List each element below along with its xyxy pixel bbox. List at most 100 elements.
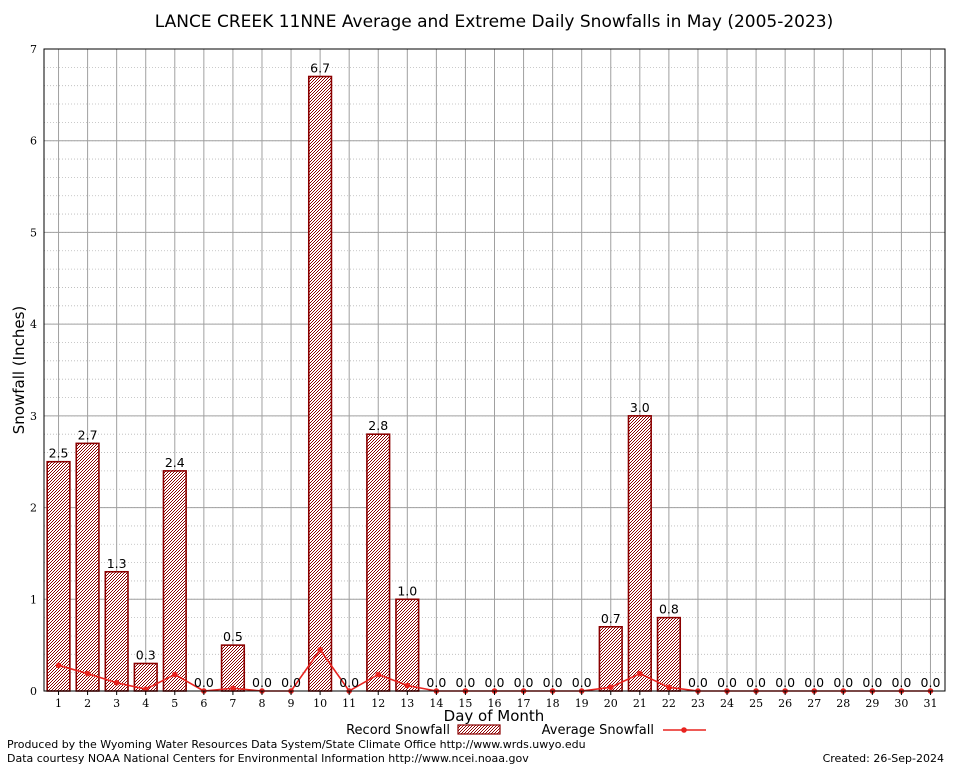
- x-tick-30: 30: [894, 697, 908, 710]
- y-tick-5: 5: [30, 226, 37, 239]
- y-tick-2: 2: [30, 502, 37, 515]
- data-label-day-6: 0.0: [194, 675, 214, 690]
- average-point-day-5: [171, 671, 178, 678]
- x-tick-3: 3: [113, 697, 120, 710]
- data-label-day-21: 3.0: [630, 400, 650, 415]
- x-tick-28: 28: [836, 697, 850, 710]
- bar-day-10: [307, 75, 333, 692]
- data-label-day-25: 0.0: [746, 675, 766, 690]
- x-tick-19: 19: [575, 697, 589, 710]
- footer-producer: Produced by the Wyoming Water Resources …: [7, 738, 586, 751]
- bar-day-2: [75, 442, 100, 692]
- bar-day-22: [656, 616, 682, 692]
- data-label-day-19: 0.0: [572, 675, 592, 690]
- average-point-day-2: [84, 670, 91, 677]
- data-label-day-13: 1.0: [397, 583, 417, 598]
- x-tick-26: 26: [778, 697, 792, 710]
- data-label-day-20: 0.7: [601, 611, 621, 626]
- x-tick-6: 6: [200, 697, 207, 710]
- chart-title: LANCE CREEK 11NNE Average and Extreme Da…: [155, 12, 834, 32]
- x-tick-13: 13: [400, 697, 414, 710]
- grid-lines: [44, 48, 945, 692]
- x-tick-labels: 1 2 3 4 5 6 7 8 9 10 11 12 13 14 15 16 17 18 19 20 21 22 23 24 2…: [55, 691, 937, 710]
- data-label-day-17: 0.0: [514, 675, 534, 690]
- footer-data-source: Data courtesy NOAA National Centers for …: [7, 752, 529, 765]
- x-tick-11: 11: [342, 697, 356, 710]
- x-axis-label: Day of Month: [444, 707, 545, 725]
- x-tick-29: 29: [865, 697, 879, 710]
- x-tick-4: 4: [142, 697, 149, 710]
- x-tick-12: 12: [371, 697, 385, 710]
- x-tick-22: 22: [662, 697, 676, 710]
- y-tick-labels: 0 1 2 3 4 5 6 7: [30, 43, 37, 698]
- x-tick-5: 5: [171, 697, 178, 710]
- average-point-day-22: [666, 684, 672, 691]
- data-label-day-23: 0.0: [688, 675, 708, 690]
- data-label-day-18: 0.0: [543, 675, 563, 690]
- data-label-day-24: 0.0: [717, 675, 737, 690]
- data-label-day-3: 1.3: [107, 556, 127, 571]
- bar-day-3: [104, 570, 129, 692]
- x-tick-21: 21: [633, 697, 647, 710]
- bar-day-13: [395, 598, 420, 692]
- data-label-day-8: 0.0: [252, 675, 272, 690]
- data-label-day-9: 0.0: [281, 675, 301, 690]
- data-label-day-30: 0.0: [891, 675, 911, 690]
- data-label-day-12: 2.8: [368, 418, 388, 433]
- x-tick-16: 16: [488, 697, 502, 710]
- average-point-day-7: [230, 685, 236, 692]
- data-label-day-5: 2.4: [165, 455, 185, 470]
- data-labels: 2.5 2.7 1.3 0.3 2.4 0.0 0.5 0.0 0.0 6.7 0.0 2.8 1.0 0…: [49, 61, 941, 690]
- data-label-day-10: 6.7: [310, 61, 330, 76]
- x-tick-24: 24: [720, 697, 734, 710]
- data-label-day-26: 0.0: [775, 675, 795, 690]
- average-point-day-20: [607, 684, 614, 691]
- data-label-day-22: 0.8: [659, 602, 679, 617]
- bar-day-12: [366, 433, 391, 692]
- data-label-day-2: 2.7: [78, 427, 98, 442]
- record-bars: [46, 75, 682, 692]
- bar-day-5: [162, 470, 187, 692]
- x-tick-17: 17: [517, 697, 531, 710]
- average-point-day-12: [375, 671, 382, 678]
- y-axis-label: Snowfall (Inches): [10, 306, 28, 434]
- bar-day-1: [46, 460, 71, 692]
- data-label-day-11: 0.0: [339, 675, 359, 690]
- x-tick-31: 31: [923, 697, 937, 710]
- y-tick-1: 1: [30, 593, 37, 606]
- x-tick-9: 9: [288, 697, 295, 710]
- y-tick-6: 6: [30, 135, 37, 148]
- x-tick-10: 10: [313, 697, 327, 710]
- data-label-day-4: 0.3: [136, 647, 156, 662]
- footer-created: Created: 26-Sep-2024: [823, 752, 944, 765]
- x-tick-1: 1: [55, 697, 62, 710]
- legend-average-label: Average Snowfall: [542, 723, 654, 738]
- data-label-day-16: 0.0: [485, 675, 505, 690]
- plot-frame: [43, 48, 946, 692]
- y-tick-0: 0: [30, 685, 37, 698]
- x-tick-14: 14: [429, 697, 443, 710]
- bar-day-21: [627, 415, 652, 692]
- x-tick-2: 2: [84, 697, 91, 710]
- bar-day-7: [220, 644, 246, 692]
- data-label-day-1: 2.5: [49, 446, 69, 461]
- x-tick-7: 7: [229, 697, 236, 710]
- legend: Record Snowfall Average Snowfall: [346, 723, 706, 738]
- y-tick-4: 4: [30, 318, 37, 331]
- average-point-day-21: [637, 670, 643, 677]
- x-tick-25: 25: [749, 697, 763, 710]
- data-label-day-15: 0.0: [455, 675, 475, 690]
- x-tick-8: 8: [258, 697, 265, 710]
- data-label-day-31: 0.0: [921, 675, 941, 690]
- x-tick-18: 18: [546, 697, 560, 710]
- data-label-day-7: 0.5: [223, 629, 243, 644]
- x-tick-20: 20: [604, 697, 618, 710]
- bar-day-20: [598, 625, 623, 692]
- data-label-day-27: 0.0: [804, 675, 824, 690]
- data-label-day-28: 0.0: [833, 675, 853, 690]
- data-label-day-29: 0.0: [862, 675, 882, 690]
- y-tick-3: 3: [30, 410, 37, 423]
- average-point-day-10: [317, 646, 323, 653]
- y-tick-7: 7: [30, 43, 37, 56]
- x-tick-23: 23: [691, 697, 705, 710]
